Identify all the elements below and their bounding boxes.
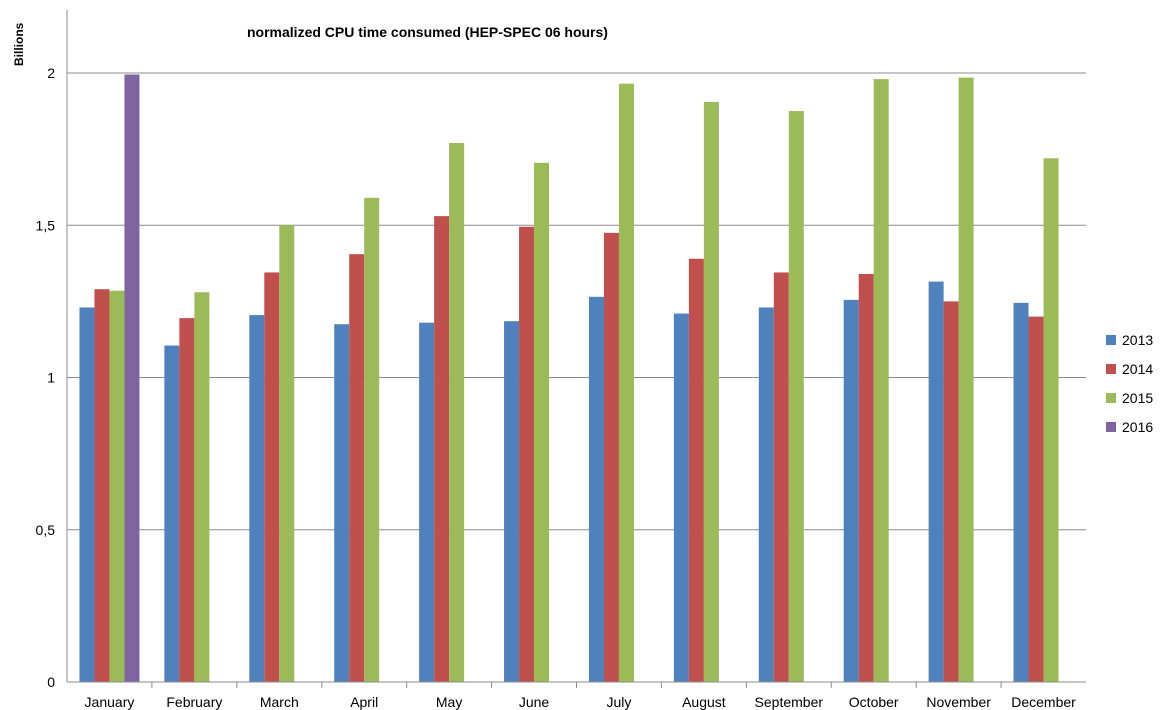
legend-swatch-2014 bbox=[1106, 364, 1116, 374]
bar-2013-september bbox=[758, 307, 774, 682]
x-tick-label: April bbox=[350, 694, 378, 710]
x-tick-label: July bbox=[607, 694, 632, 710]
legend: 2013 2014 2015 2016 bbox=[1106, 332, 1153, 435]
y-tick-label: 2 bbox=[47, 65, 55, 81]
y-axis-ticks: 0 0,5 1 1,5 2 bbox=[36, 65, 56, 690]
bar-2013-january bbox=[79, 307, 95, 682]
legend-label-2013: 2013 bbox=[1122, 332, 1153, 348]
bar-2014-august bbox=[688, 258, 704, 682]
y-tick-label: 1 bbox=[47, 370, 55, 386]
x-tick-label: December bbox=[1011, 694, 1076, 710]
bar-2015-july bbox=[618, 83, 634, 683]
bar-2015-february bbox=[194, 292, 210, 682]
bar-2014-november bbox=[943, 301, 959, 682]
x-tick-label: October bbox=[849, 694, 899, 710]
x-tick-label: May bbox=[436, 694, 462, 710]
axes bbox=[66, 10, 1086, 683]
bar-2014-april bbox=[349, 254, 365, 683]
bar-2013-may bbox=[419, 322, 435, 682]
bar-2013-october bbox=[843, 299, 859, 682]
bar-2013-july bbox=[588, 296, 604, 682]
bars bbox=[79, 74, 1059, 683]
bar-2015-january bbox=[109, 290, 125, 682]
bar-2014-december bbox=[1028, 316, 1044, 682]
bar-2014-march bbox=[264, 272, 280, 682]
chart-title: normalized CPU time consumed (HEP-SPEC 0… bbox=[247, 24, 608, 40]
bar-2015-august bbox=[703, 101, 719, 683]
bar-2014-january bbox=[94, 289, 110, 682]
x-tick-label: February bbox=[166, 694, 222, 710]
x-tick-label: January bbox=[85, 694, 135, 710]
y-tick-label: 0 bbox=[47, 674, 55, 690]
bar-2015-april bbox=[364, 197, 380, 682]
y-tick-label: 0,5 bbox=[36, 522, 56, 538]
x-tick-label: March bbox=[260, 694, 299, 710]
bar-2013-august bbox=[673, 313, 689, 682]
x-tick-label: September bbox=[755, 694, 824, 710]
bar-2015-may bbox=[449, 143, 465, 682]
bar-2013-december bbox=[1013, 302, 1029, 682]
y-tick-label: 1,5 bbox=[36, 217, 56, 233]
gridlines bbox=[67, 72, 1086, 531]
legend-swatch-2016 bbox=[1106, 422, 1116, 432]
bar-2014-october bbox=[858, 273, 874, 682]
bar-2016-january bbox=[124, 74, 140, 682]
bar-2015-june bbox=[534, 162, 550, 682]
y-axis-label: Billions bbox=[12, 22, 26, 66]
bar-2013-november bbox=[928, 281, 944, 682]
bar-2013-april bbox=[334, 324, 350, 682]
bar-2015-march bbox=[279, 225, 295, 682]
legend-swatch-2015 bbox=[1106, 393, 1116, 403]
x-tick-label: August bbox=[682, 694, 726, 710]
bar-2014-september bbox=[773, 272, 789, 682]
legend-label-2014: 2014 bbox=[1122, 361, 1153, 377]
x-tick-label: June bbox=[519, 694, 550, 710]
legend-label-2016: 2016 bbox=[1122, 419, 1153, 435]
bar-2015-september bbox=[788, 111, 804, 682]
bar-2014-february bbox=[179, 318, 195, 682]
legend-swatch-2013 bbox=[1106, 335, 1116, 345]
bar-2014-june bbox=[519, 226, 535, 682]
bar-2014-may bbox=[434, 216, 450, 683]
bar-2014-july bbox=[603, 232, 619, 683]
x-tick-label: November bbox=[926, 694, 991, 710]
x-axis-ticks: January February March April May June July Augu… bbox=[85, 682, 1076, 710]
legend-label-2015: 2015 bbox=[1122, 390, 1153, 406]
bar-2013-march bbox=[249, 315, 265, 682]
bar-2013-june bbox=[504, 321, 520, 682]
bar-2013-february bbox=[164, 345, 180, 682]
bar-2015-november bbox=[958, 77, 974, 682]
bar-2015-december bbox=[1043, 158, 1059, 682]
bar-2015-october bbox=[873, 79, 889, 683]
